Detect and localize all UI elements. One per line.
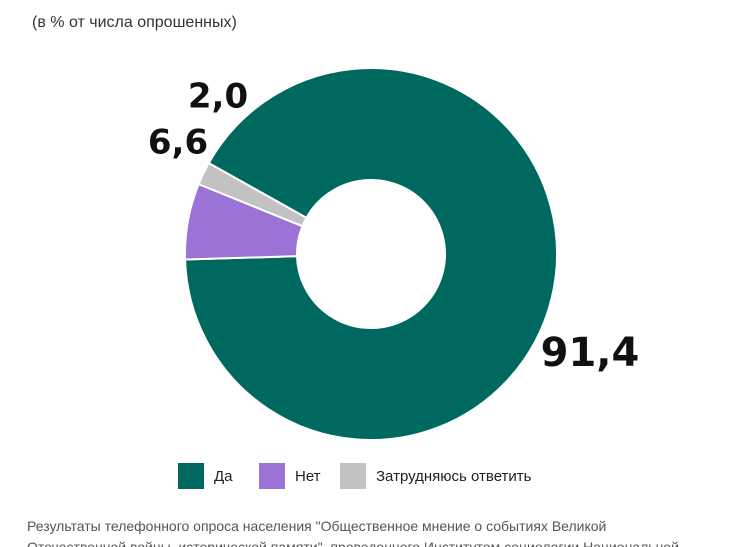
value-label-yes: 91,4 <box>541 330 640 376</box>
legend-label-unsure: Затрудняюсь ответить <box>376 467 532 485</box>
slice-yes <box>184 67 558 441</box>
value-label-unsure: 2,0 <box>188 77 248 117</box>
legend-label-no: Нет <box>295 467 321 485</box>
value-label-no: 6,6 <box>148 123 208 163</box>
legend-swatch-yes <box>178 463 204 489</box>
chart-legend: Да Нет Затрудняюсь ответить <box>0 463 729 491</box>
legend-item-yes: Да <box>178 463 233 489</box>
legend-swatch-unsure <box>340 463 366 489</box>
footnote-line-1: Результаты телефонного опроса населения … <box>27 518 607 534</box>
footnote-line-2: Отечественной войны, исторической памяти… <box>27 539 679 547</box>
footnote: Результаты телефонного опроса населения … <box>27 516 717 547</box>
slice-unsure <box>197 161 308 228</box>
chart-subtitle: (в % от числа опрошенных) <box>32 14 237 31</box>
legend-label-yes: Да <box>214 467 233 485</box>
legend-swatch-no <box>259 463 285 489</box>
legend-item-unsure: Затрудняюсь ответить <box>340 463 531 489</box>
legend-item-no: Нет <box>259 463 321 489</box>
